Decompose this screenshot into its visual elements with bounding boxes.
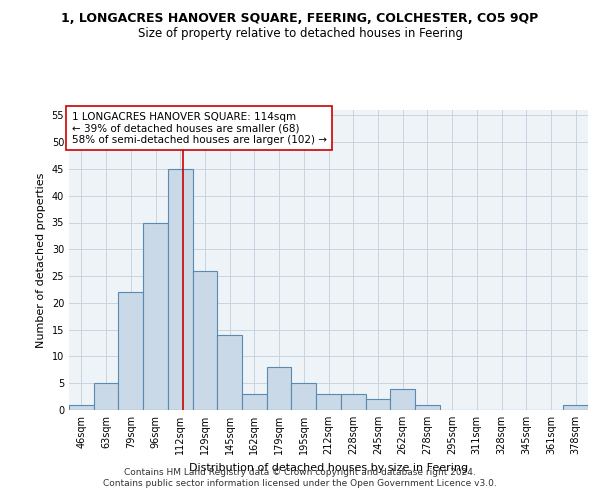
Bar xyxy=(316,394,341,410)
Bar xyxy=(341,394,365,410)
Bar xyxy=(390,388,415,410)
Bar xyxy=(292,383,316,410)
Bar xyxy=(267,367,292,410)
Bar xyxy=(94,383,118,410)
Bar xyxy=(118,292,143,410)
Text: 1, LONGACRES HANOVER SQUARE, FEERING, COLCHESTER, CO5 9QP: 1, LONGACRES HANOVER SQUARE, FEERING, CO… xyxy=(61,12,539,26)
Bar xyxy=(69,404,94,410)
Bar xyxy=(143,222,168,410)
Bar xyxy=(365,400,390,410)
Bar xyxy=(415,404,440,410)
X-axis label: Distribution of detached houses by size in Feering: Distribution of detached houses by size … xyxy=(189,462,468,472)
Y-axis label: Number of detached properties: Number of detached properties xyxy=(36,172,46,348)
Bar xyxy=(563,404,588,410)
Bar xyxy=(242,394,267,410)
Text: Contains HM Land Registry data © Crown copyright and database right 2024.
Contai: Contains HM Land Registry data © Crown c… xyxy=(103,468,497,487)
Text: Size of property relative to detached houses in Feering: Size of property relative to detached ho… xyxy=(137,28,463,40)
Bar xyxy=(193,270,217,410)
Bar xyxy=(168,169,193,410)
Bar xyxy=(217,335,242,410)
Text: 1 LONGACRES HANOVER SQUARE: 114sqm
← 39% of detached houses are smaller (68)
58%: 1 LONGACRES HANOVER SQUARE: 114sqm ← 39%… xyxy=(71,112,326,144)
